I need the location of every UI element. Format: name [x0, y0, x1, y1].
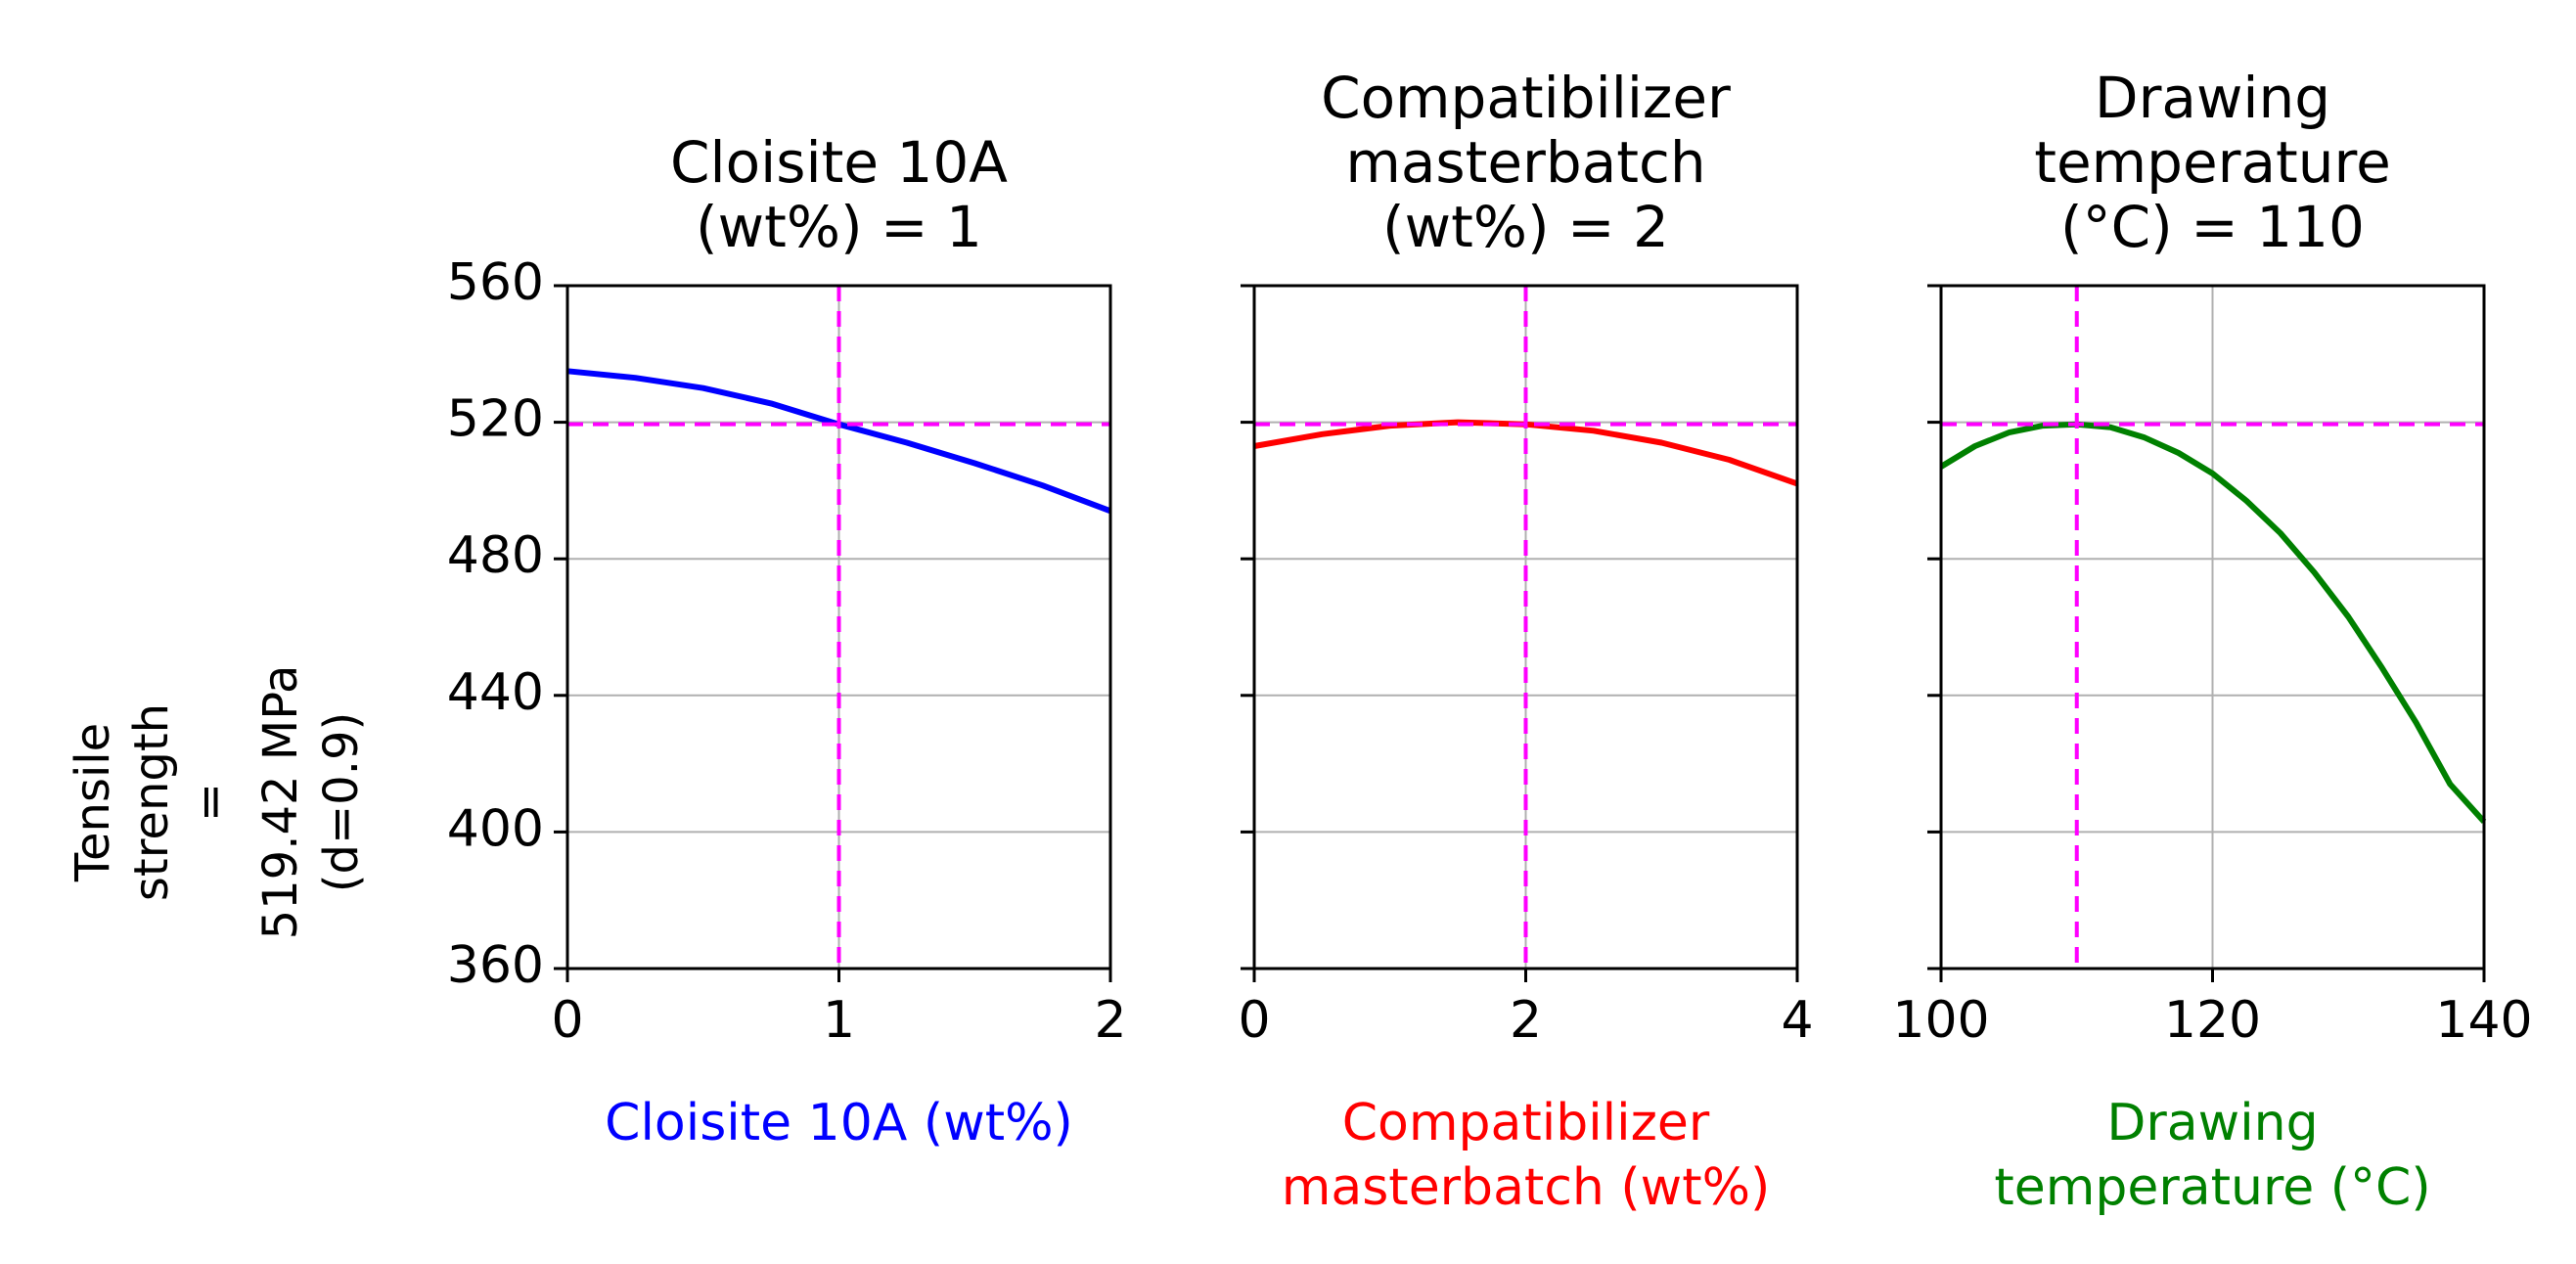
- panel-1-title-line: (wt%) = 1: [696, 194, 982, 260]
- panel-1-x-axis-label-line: Cloisite 10A (wt%): [605, 1094, 1073, 1152]
- y-axis-label-line: strength: [124, 703, 179, 901]
- y-axis-label-line: 519.42 MPa: [253, 665, 308, 940]
- y-tick-label: 520: [447, 390, 544, 449]
- panel-2-title-line: Compatibilizer: [1321, 65, 1731, 131]
- y-tick-label: 400: [447, 799, 544, 858]
- panel-2-x-axis-label-line: Compatibilizer: [1342, 1094, 1710, 1152]
- panel-3-title-line: (°C) = 110: [2060, 194, 2365, 260]
- panel-3-x-tick-label: 120: [2164, 991, 2261, 1050]
- panel-1-x-tick-label: 2: [1094, 991, 1126, 1050]
- y-tick-label: 360: [447, 936, 544, 995]
- y-tick-label: 560: [447, 253, 544, 312]
- y-tick-label: 480: [447, 526, 544, 585]
- panel-2-x-tick-label: 4: [1781, 991, 1813, 1050]
- y-axis-label-line: Tensile: [66, 723, 120, 882]
- panel-3-series-line: [1939, 421, 2487, 824]
- panel-1-title-line: Cloisite 10A: [670, 129, 1008, 196]
- y-axis-label-line: =: [183, 783, 238, 822]
- panel-2-x-tick-label: 2: [1510, 991, 1542, 1050]
- panel-2-title-line: masterbatch: [1345, 129, 1705, 196]
- panel-3-title-line: temperature: [2034, 129, 2391, 196]
- panel-3-x-tick-label: 140: [2435, 991, 2532, 1050]
- panel-2-x-axis-label-line: masterbatch (wt%): [1282, 1158, 1771, 1217]
- panel-1-x-tick-label: 0: [551, 991, 583, 1050]
- panel-3-x-axis-label-line: Drawing: [2106, 1094, 2318, 1152]
- y-tick-label: 440: [447, 663, 544, 722]
- panel-3-x-tick-label: 100: [1892, 991, 1989, 1050]
- panel-1-x-tick-label: 1: [823, 991, 855, 1050]
- panel-3-x-axis-label-line: temperature (°C): [1994, 1158, 2430, 1217]
- panel-2-title-line: (wt%) = 2: [1382, 194, 1669, 260]
- panel-3-title-line: Drawing: [2095, 65, 2330, 131]
- y-axis-label-line: (d=0.9): [314, 712, 369, 892]
- panel-2-x-tick-label: 0: [1238, 991, 1270, 1050]
